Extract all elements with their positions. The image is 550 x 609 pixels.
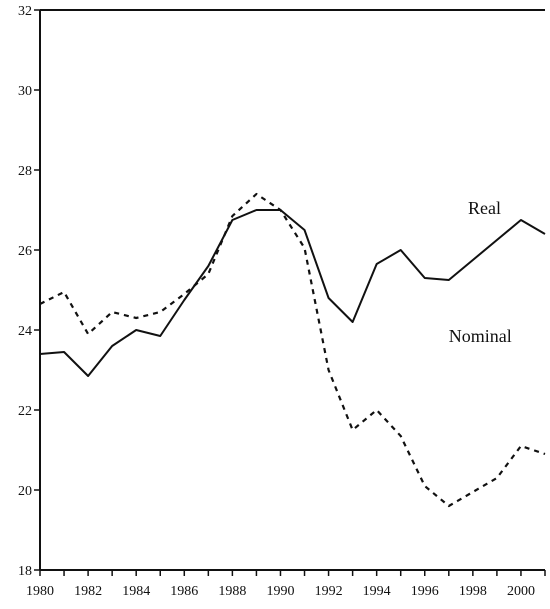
y-tick-label: 20: [18, 484, 32, 499]
x-tick-label: 1984: [122, 584, 150, 599]
tick-marks: [34, 9, 546, 576]
x-tick-label: 1996: [411, 584, 439, 599]
y-tick-label: 30: [18, 84, 32, 99]
tick-labels: 18 20 22 24 26 28 30 32 1980 1982 1984 1986 1988 1990…: [18, 4, 535, 599]
y-tick-label: 24: [18, 324, 32, 339]
y-tick-label: 22: [18, 404, 32, 419]
x-tick-label: 1994: [363, 584, 391, 599]
x-tick-label: 1992: [315, 584, 343, 599]
y-tick-label: 28: [18, 164, 32, 179]
x-tick-label: 1990: [266, 584, 294, 599]
y-tick-label: 32: [18, 4, 32, 19]
y-tick-label: 18: [18, 564, 32, 579]
series-lines: [39, 192, 546, 508]
annotation-nominal: Nominal: [449, 326, 512, 346]
x-tick-label: 1982: [74, 584, 102, 599]
x-tick-label: 1998: [459, 584, 487, 599]
x-tick-label: 1986: [170, 584, 198, 599]
y-tick-label: 26: [18, 244, 32, 259]
annotation-real: Real: [468, 198, 501, 218]
series-annotations: Real Nominal: [449, 198, 512, 346]
series-line-nominal: [39, 192, 546, 508]
chart-axes: [39, 9, 545, 571]
series-line-real: [39, 209, 546, 377]
x-tick-label: 1988: [218, 584, 246, 599]
x-tick-label: 2000: [507, 584, 535, 599]
x-tick-label: 1980: [26, 584, 54, 599]
